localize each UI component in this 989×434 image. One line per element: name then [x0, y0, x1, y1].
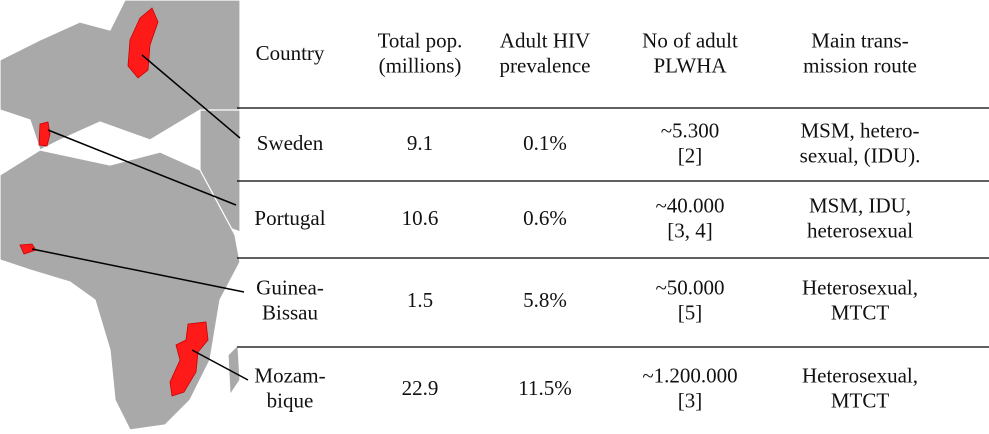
table-cell: ~40.000: [655, 193, 724, 217]
header-cell: Country: [256, 41, 325, 65]
table-cell: bique: [267, 388, 314, 412]
header-cell: Main trans-: [811, 28, 908, 52]
mozambique-highlight: [169, 321, 209, 397]
table-cell: MSM, hetero-: [801, 118, 920, 142]
table-cell: [3]: [678, 388, 703, 412]
table-cell: MTCT: [831, 300, 890, 324]
header-cell: (millions): [379, 53, 462, 77]
header-cell: No of adult: [642, 28, 738, 52]
table-cell: 9.1: [407, 131, 433, 155]
connector: [31, 248, 245, 293]
madagascar: [227, 343, 241, 397]
map: [0, 0, 249, 431]
header-cell: mission route: [803, 53, 917, 77]
table-cell: Portugal: [254, 206, 325, 230]
header-cell: prevalence: [500, 53, 591, 77]
header-cell: Total pop.: [378, 28, 463, 52]
table-cell: 0.6%: [523, 206, 567, 230]
connector: [191, 349, 249, 381]
table-cell: 5.8%: [523, 288, 567, 312]
table-cell: heterosexual: [807, 218, 913, 242]
table-cell: MSM, IDU,: [809, 193, 911, 217]
portugal-highlight: [38, 121, 51, 147]
table-cell: Mozam-: [254, 363, 325, 387]
table-cell: 22.9: [402, 376, 439, 400]
middle-east: [199, 109, 241, 233]
header-cell: PLWHA: [653, 53, 727, 77]
table-cell: 10.6: [402, 206, 439, 230]
header-cell: Adult HIV: [500, 28, 590, 52]
table-cell: Bissau: [262, 300, 319, 324]
table-cell: MTCT: [831, 388, 890, 412]
connector: [141, 54, 241, 139]
connector: [47, 129, 237, 206]
table-cell: [3, 4]: [667, 218, 713, 242]
table-cell: Sweden: [257, 131, 324, 155]
table-cell: Heterosexual,: [802, 363, 918, 387]
table-rules: [237, 107, 989, 348]
table-cell: [2]: [678, 143, 703, 167]
table: Country Total pop.(millions) Adult HIVprev…: [254, 28, 920, 412]
table-cell: Guinea-: [256, 275, 324, 299]
table-cell: sexual, (IDU).: [800, 143, 921, 167]
table-cell: ~1.200.000: [642, 363, 737, 387]
table-cell: ~5.300: [661, 118, 720, 142]
sweden-highlight: [127, 7, 159, 79]
table-cell: 11.5%: [518, 376, 571, 400]
table-cell: Heterosexual,: [802, 275, 918, 299]
table-cell: 1.5: [407, 288, 433, 312]
table-cell: ~50.000: [655, 275, 724, 299]
table-cell: 0.1%: [523, 131, 567, 155]
table-cell: [5]: [678, 300, 703, 324]
